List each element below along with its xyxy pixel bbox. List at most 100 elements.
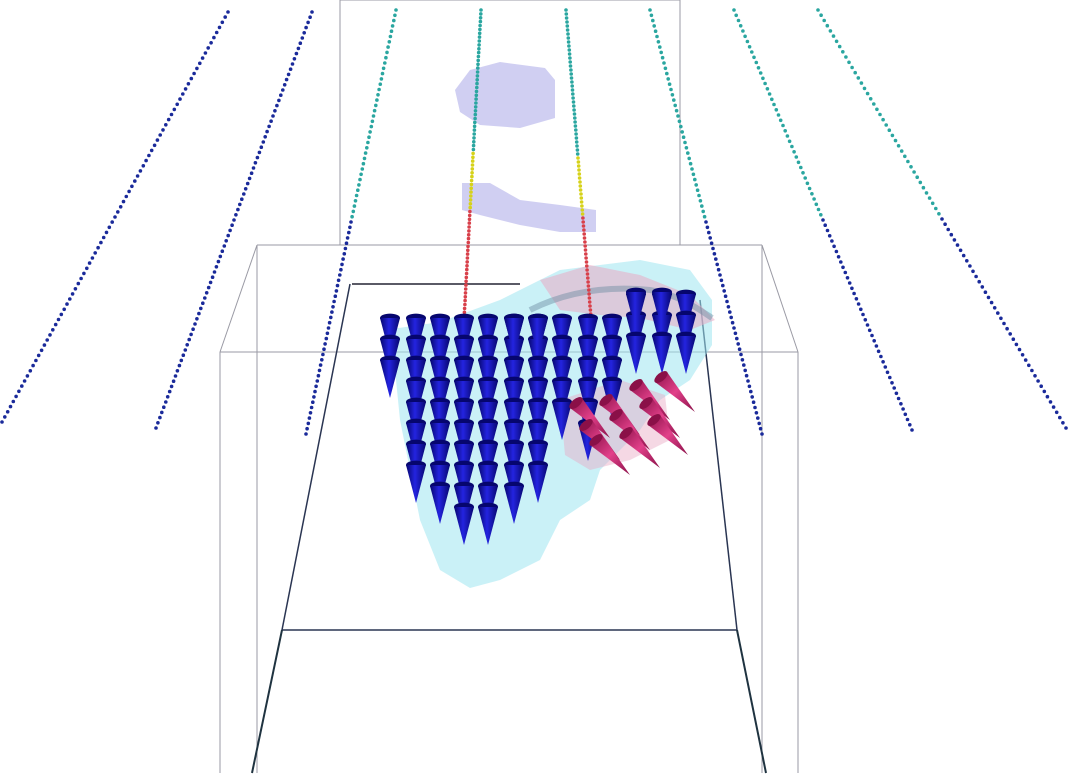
trace-dot bbox=[726, 305, 731, 309]
trace-dot bbox=[161, 128, 165, 132]
trace-dot bbox=[470, 171, 474, 175]
trace-dot bbox=[275, 103, 279, 108]
trace-dot bbox=[697, 193, 701, 198]
trace-dot bbox=[315, 379, 320, 383]
trace-dot bbox=[585, 272, 590, 276]
trace-dot bbox=[868, 97, 873, 101]
trace-dot bbox=[317, 368, 322, 373]
trace-dot bbox=[910, 428, 914, 432]
trace-dot bbox=[881, 360, 885, 364]
trace-dot bbox=[383, 61, 387, 65]
trace-dot bbox=[585, 264, 589, 268]
trace-dot bbox=[794, 155, 799, 159]
trace-dot bbox=[834, 249, 839, 254]
trace-dot bbox=[728, 310, 732, 314]
trace-dot bbox=[387, 40, 392, 44]
trace-dot bbox=[210, 275, 215, 280]
trace-dot bbox=[191, 327, 195, 332]
trace-dot bbox=[862, 86, 867, 91]
trace-dot bbox=[756, 66, 761, 70]
trace-dot bbox=[778, 118, 783, 123]
trace-dot bbox=[747, 384, 752, 389]
trace-dot bbox=[1023, 358, 1028, 362]
trace-dot bbox=[737, 347, 742, 352]
trace-dot bbox=[712, 252, 717, 256]
trace-dot bbox=[322, 347, 326, 352]
trace-dot bbox=[39, 348, 44, 353]
trace-dot bbox=[733, 331, 738, 336]
pink-cone bbox=[619, 427, 660, 468]
trace-dot bbox=[767, 92, 772, 96]
trace-dot bbox=[107, 225, 112, 230]
trace-dot bbox=[915, 175, 919, 179]
trace-dot bbox=[48, 333, 52, 337]
trace-dot bbox=[113, 215, 117, 219]
trace-dot bbox=[807, 186, 812, 191]
trace-dot bbox=[574, 136, 579, 140]
trace-dot bbox=[354, 193, 359, 198]
trace-dot bbox=[844, 55, 848, 59]
trace-dot bbox=[259, 145, 264, 149]
trace-dot bbox=[464, 283, 468, 287]
trace-dot bbox=[171, 379, 176, 384]
trace-dot bbox=[586, 280, 590, 284]
trace-dot bbox=[478, 19, 483, 24]
trace-dot bbox=[831, 34, 836, 38]
blue-cone bbox=[552, 397, 572, 440]
trace-dot bbox=[691, 172, 696, 177]
trace-dot bbox=[651, 18, 655, 23]
trace-dot bbox=[828, 29, 833, 33]
trace-dot bbox=[569, 68, 573, 72]
trace-dot bbox=[251, 166, 256, 170]
trace-dot bbox=[173, 374, 178, 378]
trace-dot bbox=[0, 420, 4, 424]
trace-dot bbox=[845, 276, 850, 280]
trace-dot bbox=[830, 239, 834, 243]
trace-dot bbox=[138, 169, 143, 173]
trace-dot bbox=[588, 308, 593, 312]
trace-dot bbox=[110, 220, 114, 224]
trace-dot bbox=[468, 198, 473, 202]
trace-dot bbox=[361, 161, 366, 166]
trace-dot bbox=[732, 326, 736, 330]
trace-dot bbox=[683, 140, 687, 145]
trace-dot bbox=[757, 421, 761, 426]
trace-dot bbox=[31, 363, 35, 368]
trace-dot bbox=[1020, 353, 1025, 357]
trace-dot bbox=[660, 55, 665, 60]
trace-dot bbox=[582, 236, 587, 240]
trace-dot bbox=[181, 353, 186, 358]
trace-dot bbox=[566, 36, 571, 40]
trace-dot bbox=[739, 352, 743, 357]
trace-dot bbox=[8, 404, 13, 409]
trace-dot bbox=[890, 133, 895, 138]
trace-dot bbox=[686, 151, 690, 155]
trace-dot bbox=[679, 124, 683, 129]
trace-dot bbox=[1005, 326, 1009, 331]
trace-dot bbox=[385, 50, 389, 55]
trace-dot bbox=[338, 273, 342, 277]
trace-dot bbox=[203, 296, 207, 300]
trace-dot bbox=[801, 171, 805, 175]
trace-dot bbox=[816, 207, 821, 212]
trace-dot bbox=[901, 407, 905, 411]
trace-dot bbox=[101, 235, 106, 240]
bounding-box-front-frame bbox=[251, 629, 767, 774]
trace-dot bbox=[796, 160, 801, 165]
pink-cone-glyph-cluster bbox=[569, 371, 695, 475]
trace-dot bbox=[580, 212, 585, 216]
trace-dot bbox=[825, 23, 830, 28]
trace-dot bbox=[3, 415, 7, 419]
trace-dot bbox=[223, 15, 227, 19]
trace-dot bbox=[177, 363, 182, 368]
trace-dot bbox=[888, 375, 892, 380]
trace-dot bbox=[725, 299, 729, 304]
trace-dot bbox=[761, 76, 765, 81]
trace-dot bbox=[763, 81, 767, 86]
trace-dot bbox=[463, 298, 467, 303]
trace-dot bbox=[181, 92, 185, 96]
trace-dot bbox=[569, 76, 574, 80]
trace-dot bbox=[463, 302, 467, 307]
trace-dot bbox=[669, 87, 673, 92]
